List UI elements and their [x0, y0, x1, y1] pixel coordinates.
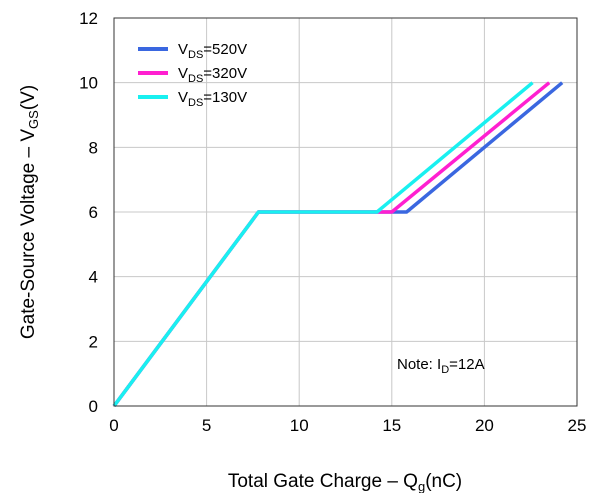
x-tick-label-20: 20: [475, 416, 494, 435]
grid-lines: [114, 18, 577, 406]
x-axis-title: Total Gate Charge – Qg(nC): [228, 471, 462, 493]
note-label: Note: ID=12A: [397, 356, 485, 376]
y-axis-title: Gate-Source Voltage – VGS(V): [18, 85, 41, 339]
x-tick-label-0: 0: [109, 416, 118, 435]
series-line-130v: [112, 81, 534, 408]
x-tick-label-25: 25: [568, 416, 587, 435]
tick-labels: 0 5 10 15 20 25 0 2 4 6 8 10 12: [79, 9, 586, 435]
y-tick-label-12: 12: [79, 9, 98, 28]
x-tick-label-5: 5: [202, 416, 211, 435]
y-tick-label-8: 8: [89, 138, 98, 157]
y-tick-label-6: 6: [89, 203, 98, 222]
plot-frame: [113, 17, 578, 407]
y-tick-label-0: 0: [89, 397, 98, 416]
series-lines: [112, 81, 564, 408]
legend: VDS=520V VDS=320V VDS=130V: [138, 41, 247, 109]
legend-label-520v: VDS=520V: [178, 41, 247, 61]
legend-label-130v: VDS=130V: [178, 89, 247, 109]
y-tick-label-2: 2: [89, 332, 98, 351]
legend-label-320v: VDS=320V: [178, 65, 247, 85]
x-tick-label-15: 15: [382, 416, 401, 435]
y-tick-label-4: 4: [89, 268, 98, 287]
y-tick-label-10: 10: [79, 74, 98, 93]
x-tick-label-10: 10: [290, 416, 309, 435]
series-line-520v: [112, 81, 564, 408]
